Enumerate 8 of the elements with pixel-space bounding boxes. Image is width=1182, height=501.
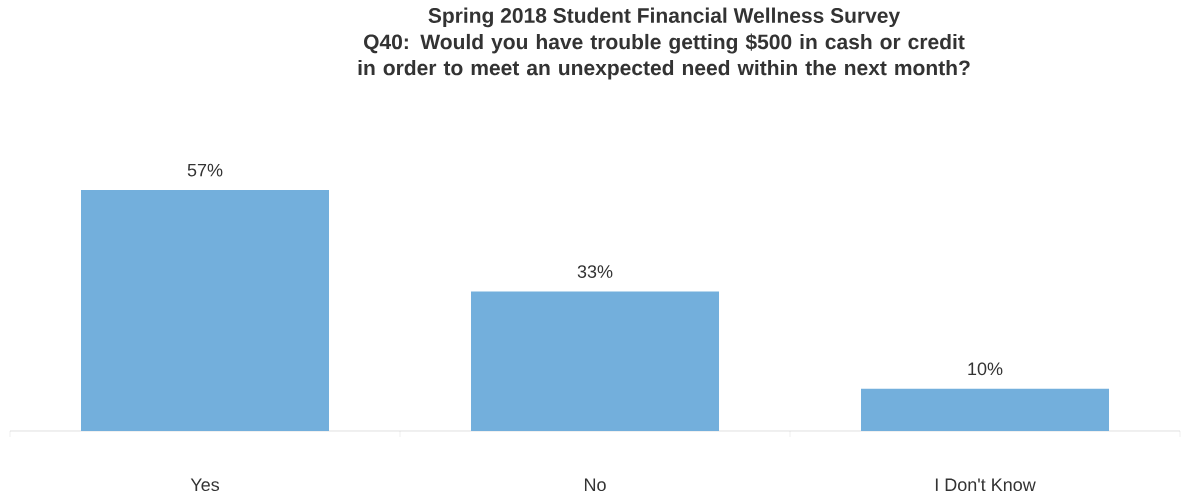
x-tick-label: I Don't Know: [935, 478, 1036, 492]
x-tick-label: No: [584, 478, 606, 492]
data-label: 57%: [187, 163, 223, 177]
chart-title: Spring 2018 Student Financial Wellness Survey: [428, 7, 901, 28]
data-label: 33%: [577, 265, 613, 278]
chart-subtitle: Q40: Would you have trouble getting $500 in cash or credit in order to meet an unexpected need within the next month?: [358, 33, 970, 80]
data-label: 10%: [968, 362, 1003, 376]
x-tick-label: Yes: [190, 478, 220, 492]
